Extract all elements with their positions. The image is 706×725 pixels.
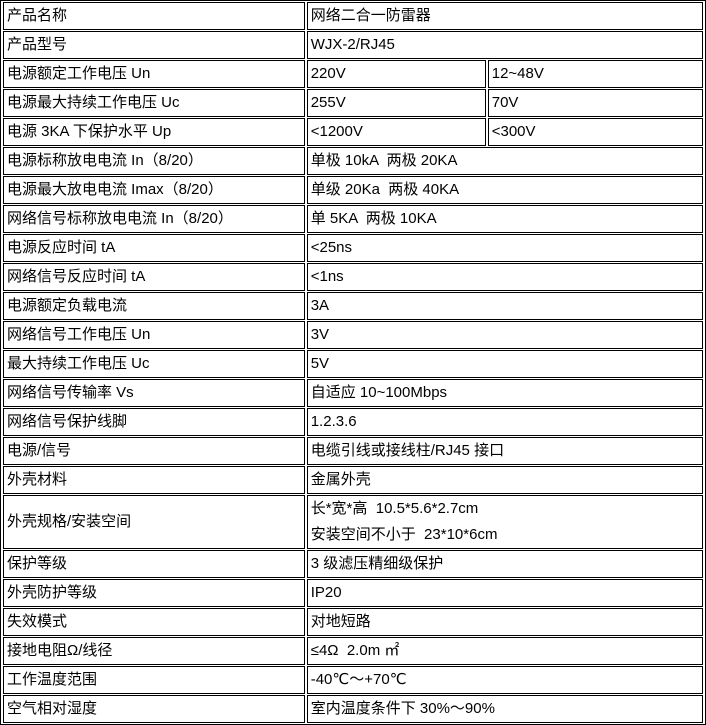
spec-label: 外壳规格/安装空间: [3, 495, 305, 549]
spec-value: <1ns: [306, 263, 703, 291]
spec-value: -40℃～+70℃: [306, 666, 703, 694]
row-network-transmission-rate: 网络信号传输率 Vs 自适应 10~100Mbps: [3, 379, 703, 407]
spec-value: 70V: [487, 89, 703, 117]
spec-label: 外壳材料: [3, 466, 305, 494]
spec-label: 网络信号反应时间 tA: [3, 263, 305, 291]
row-protection-level-up: 电源 3KA 下保护水平 Up <1200V <300V: [3, 118, 703, 146]
row-power-signal-interface: 电源/信号 电缆引线或接线柱/RJ45 接口: [3, 437, 703, 465]
spec-label: 电源 3KA 下保护水平 Up: [3, 118, 305, 146]
row-rated-working-voltage: 电源额定工作电压 Un 220V 12~48V: [3, 60, 703, 88]
spec-label: 电源最大持续工作电压 Uc: [3, 89, 305, 117]
spec-label: 网络信号标称放电电流 In（8/20）: [3, 205, 305, 233]
spec-value: ≤4Ω 2.0m ㎡: [306, 637, 703, 665]
spec-label: 电源最大放电电流 Imax（8/20）: [3, 176, 305, 204]
spec-label: 网络信号工作电压 Un: [3, 321, 305, 349]
spec-value: 单 5KA 两极 10KA: [306, 205, 703, 233]
spec-value: 3 级滤压精细级保护: [306, 550, 703, 578]
spec-value: 3A: [306, 292, 703, 320]
row-relative-humidity: 空气相对湿度 室内温度条件下 30%～90%: [3, 695, 703, 723]
spec-label: 网络信号保护线脚: [3, 408, 305, 436]
spec-value: <25ns: [306, 234, 703, 262]
row-network-protected-pins: 网络信号保护线脚 1.2.3.6: [3, 408, 703, 436]
row-ground-resistance-wire: 接地电阻Ω/线径 ≤4Ω 2.0m ㎡: [3, 637, 703, 665]
spec-label: 网络信号传输率 Vs: [3, 379, 305, 407]
spec-value: <1200V: [306, 118, 486, 146]
row-shell-size-install-space: 外壳规格/安装空间 长*宽*高 10.5*5.6*2.7cm 安装空间不小于 2…: [3, 495, 703, 549]
spec-label: 电源额定工作电压 Un: [3, 60, 305, 88]
spec-label: 电源标称放电电流 In（8/20）: [3, 147, 305, 175]
spec-value: 1.2.3.6: [306, 408, 703, 436]
spec-label: 保护等级: [3, 550, 305, 578]
spec-value: IP20: [306, 579, 703, 607]
spec-value: 自适应 10~100Mbps: [306, 379, 703, 407]
spec-label: 产品名称: [3, 2, 305, 30]
spec-label: 电源/信号: [3, 437, 305, 465]
spec-value: 网络二合一防雷器: [306, 2, 703, 30]
spec-value: 长*宽*高 10.5*5.6*2.7cm 安装空间不小于 23*10*6cm: [306, 495, 703, 549]
spec-label: 最大持续工作电压 Uc: [3, 350, 305, 378]
row-network-response-time: 网络信号反应时间 tA <1ns: [3, 263, 703, 291]
row-network-working-voltage: 网络信号工作电压 Un 3V: [3, 321, 703, 349]
spec-value: 电缆引线或接线柱/RJ45 接口: [306, 437, 703, 465]
spec-value: 单极 10kA 两极 20KA: [306, 147, 703, 175]
row-max-continuous-working-voltage: 最大持续工作电压 Uc 5V: [3, 350, 703, 378]
row-network-nominal-discharge-current: 网络信号标称放电电流 In（8/20） 单 5KA 两极 10KA: [3, 205, 703, 233]
row-working-temperature-range: 工作温度范围 -40℃～+70℃: [3, 666, 703, 694]
spec-value: 室内温度条件下 30%～90%: [306, 695, 703, 723]
spec-value: 对地短路: [306, 608, 703, 636]
spec-label: 电源反应时间 tA: [3, 234, 305, 262]
spec-label: 产品型号: [3, 31, 305, 59]
row-max-continuous-voltage: 电源最大持续工作电压 Uc 255V 70V: [3, 89, 703, 117]
row-power-max-discharge-current: 电源最大放电电流 Imax（8/20） 单级 20Ka 两极 40KA: [3, 176, 703, 204]
spec-value: 220V: [306, 60, 486, 88]
row-protection-grade: 保护等级 3 级滤压精细级保护: [3, 550, 703, 578]
spec-label: 电源额定负载电流: [3, 292, 305, 320]
spec-label: 空气相对湿度: [3, 695, 305, 723]
row-product-name: 产品名称 网络二合一防雷器: [3, 2, 703, 30]
spec-value: 3V: [306, 321, 703, 349]
row-rated-load-current: 电源额定负载电流 3A: [3, 292, 703, 320]
spec-label: 接地电阻Ω/线径: [3, 637, 305, 665]
row-shell-material: 外壳材料 金属外壳: [3, 466, 703, 494]
row-power-nominal-discharge-current: 电源标称放电电流 In（8/20） 单极 10kA 两极 20KA: [3, 147, 703, 175]
spec-label: 外壳防护等级: [3, 579, 305, 607]
spec-label: 工作温度范围: [3, 666, 305, 694]
spec-value: WJX-2/RJ45: [306, 31, 703, 59]
spec-value: 单级 20Ka 两极 40KA: [306, 176, 703, 204]
spec-value: 255V: [306, 89, 486, 117]
spec-value: 12~48V: [487, 60, 703, 88]
row-shell-ip-grade: 外壳防护等级 IP20: [3, 579, 703, 607]
row-power-response-time: 电源反应时间 tA <25ns: [3, 234, 703, 262]
row-product-model: 产品型号 WJX-2/RJ45: [3, 31, 703, 59]
spec-value: <300V: [487, 118, 703, 146]
spec-value: 金属外壳: [306, 466, 703, 494]
spec-value: 5V: [306, 350, 703, 378]
row-failure-mode: 失效模式 对地短路: [3, 608, 703, 636]
spec-label: 失效模式: [3, 608, 305, 636]
